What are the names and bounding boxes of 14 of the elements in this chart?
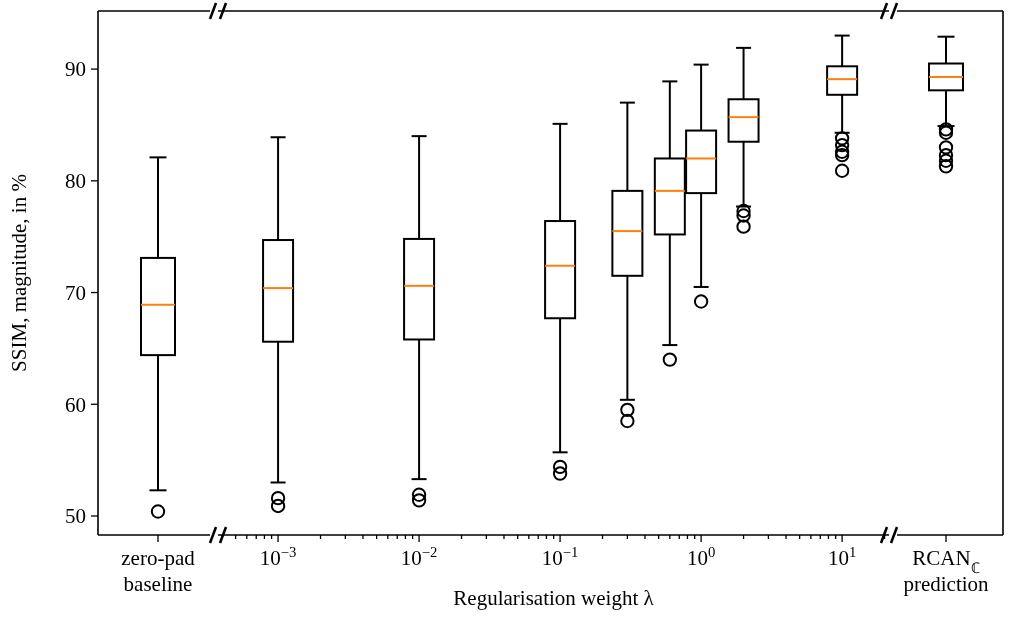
x-axis-title: Regularisation weight λ [453,586,655,610]
x-tick-label: 10$^{1}$ [827,544,857,570]
y-tick-label: 50 [65,504,86,529]
y-tick-label: 70 [65,280,86,305]
y-tick-label: 60 [65,392,86,417]
y-tick-label: 90 [65,57,86,82]
y-axis-title: SSIM, magnitude, in % [7,174,31,372]
x-tick-label: RCAN$_{ℂ}$ prediction [903,546,990,596]
x-tick-label: 10$^{−1}$ [541,544,579,570]
x-tick-label: 10$^{0}$ [686,544,716,570]
x-tick-label: 10$^{−2}$ [400,544,438,570]
x-tick-label: 10$^{−3}$ [259,544,297,570]
x-tick-label: zero-pad baseline [121,546,196,596]
y-tick-label: 80 [65,169,86,194]
